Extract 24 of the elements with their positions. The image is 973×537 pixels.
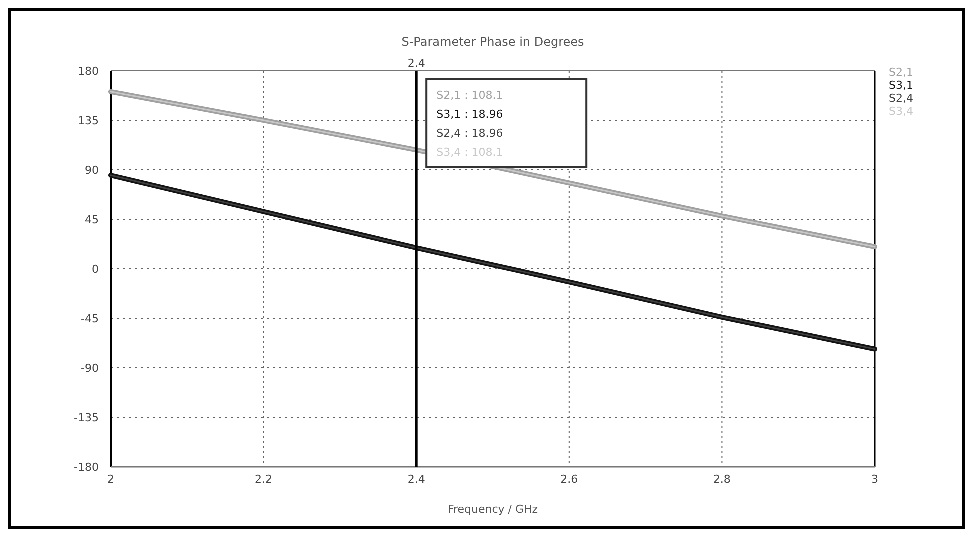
ref-line-label: 2.4 (408, 57, 426, 70)
annotation: S2,1 : 108.1 (436, 89, 504, 102)
y-tick-label: 0 (92, 262, 99, 276)
x-tick-label: 2.2 (255, 473, 273, 486)
x-tick-label: 2.4 (408, 473, 426, 486)
annotation: S2,4 : 18.96 (436, 127, 504, 140)
x-tick-label: 3 (872, 473, 878, 486)
chart-title: S-Parameter Phase in Degrees (402, 35, 584, 49)
text: S3,1 (889, 79, 914, 92)
annotation: S3,1 : 18.96 (436, 108, 504, 121)
x-axis-title: Frequency / GHz (448, 503, 538, 516)
x-tick-label: 2.8 (713, 473, 731, 486)
x-tick-label: 2.6 (560, 473, 578, 486)
x-tick-label: 2 (108, 473, 114, 486)
y-tick-label: 135 (78, 114, 99, 128)
text: S2,4 (889, 92, 914, 105)
y-tick-label: -135 (74, 411, 99, 424)
y-tick-label: 90 (85, 164, 99, 177)
y-tick-label: -180 (74, 460, 99, 474)
text: S2,1 (889, 66, 914, 79)
y-tick-label: 180 (78, 64, 99, 78)
y-tick-label: 45 (85, 213, 99, 226)
y-tick-label: -45 (81, 312, 99, 326)
y-tick-label: -90 (81, 362, 99, 375)
